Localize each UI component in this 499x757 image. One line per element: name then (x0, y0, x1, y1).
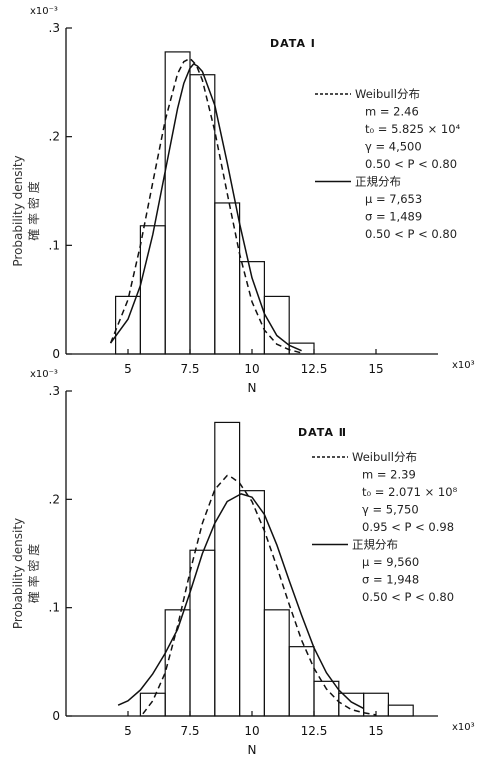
x-tick-label: 7.5 (180, 724, 199, 738)
chart-title: DATA Ⅱ (298, 426, 347, 439)
legend-param: t₀ = 5.825 × 10⁴ (365, 122, 461, 136)
histogram-bar (139, 225, 166, 355)
y-axis-label-jp: 確 率 密 度 (26, 544, 41, 603)
chart-title: DATA Ⅰ (270, 37, 316, 50)
histogram-bar (214, 421, 241, 717)
y-tick-label: 0 (52, 709, 60, 723)
x-tick-label: 15 (368, 362, 383, 376)
chart-panel-1: 0 .1 .2 .3 5 7.5 10 12.5 15 x10⁻³ x10³ N Probability… (11, 6, 475, 395)
normal-curve (109, 63, 302, 352)
y-tick-label: .3 (49, 384, 60, 398)
x-multiplier-label: x10³ (452, 360, 475, 371)
y-multiplier-label: x10⁻³ (30, 369, 58, 380)
legend-param: t₀ = 2.071 × 10⁸ (362, 485, 458, 499)
normal-curve (117, 493, 364, 710)
y-tick-label: 0 (52, 347, 60, 361)
histogram-bar (189, 549, 216, 717)
x-tick-label: 10 (244, 362, 259, 376)
x-tick-label: 12.5 (301, 724, 328, 738)
y-tick-label: .2 (49, 130, 60, 144)
weibull-curve (109, 57, 302, 354)
x-tick-label: 5 (124, 362, 132, 376)
histogram-bar (214, 202, 241, 355)
histogram-bar (313, 680, 340, 717)
histogram-bar (164, 51, 191, 355)
y-tick-label: .2 (49, 492, 60, 506)
legend-param: γ = 4,500 (365, 140, 422, 154)
x-tick-label: 12.5 (301, 362, 328, 376)
histogram-bar (263, 295, 290, 355)
x-tick-label: 10 (244, 724, 259, 738)
x-tick-label: 5 (124, 724, 132, 738)
y-axis-label-jp: 確 率 密 度 (26, 181, 41, 240)
histogram-bar (387, 704, 414, 717)
histogram-bar (338, 692, 365, 717)
legend-param: 0.50 < P < 0.80 (362, 590, 454, 604)
legend-label: Weibull分布 (352, 450, 417, 464)
y-axis-label: Probability density (11, 518, 25, 629)
x-axis-label: N (248, 381, 257, 395)
y-tick-label: .1 (49, 601, 60, 615)
legend-label: 正規分布 (352, 538, 398, 552)
x-axis-label: N (248, 743, 257, 757)
histogram-bar (288, 342, 315, 355)
legend: Weibull分布 m = 2.39 t₀ = 2.071 × 10⁸ γ = 5,7… (312, 450, 458, 604)
legend-param: σ = 1,489 (365, 210, 422, 224)
legend-param: 0.95 < P < 0.98 (362, 520, 454, 534)
y-multiplier-label: x10⁻³ (30, 6, 58, 17)
weibull-curve (142, 474, 377, 716)
y-tick-label: .1 (49, 238, 60, 252)
y-axis-label: Probability density (11, 155, 25, 266)
x-multiplier-label: x10³ (452, 722, 475, 733)
histogram-bar (239, 490, 266, 717)
legend-label: Weibull分布 (355, 87, 420, 101)
legend-label: 正規分布 (355, 175, 401, 189)
legend-param: γ = 5,750 (362, 503, 419, 517)
chart-panel-2: 0 .1 .2 .3 5 7.5 10 12.5 15 x10⁻³ x10³ N Probability… (11, 369, 475, 757)
legend-param: σ = 1,948 (362, 573, 419, 587)
legend-param: 0.50 < P < 0.80 (365, 157, 457, 171)
legend-param: m = 2.39 (362, 468, 416, 482)
x-tick-label: 7.5 (180, 362, 199, 376)
legend-param: μ = 7,653 (365, 192, 422, 206)
legend-param: 0.50 < P < 0.80 (365, 227, 457, 241)
y-tick-label: .3 (49, 21, 60, 35)
x-tick-label: 15 (368, 724, 383, 738)
histogram-bar (288, 646, 315, 717)
histogram-bar (263, 609, 290, 717)
legend-param: m = 2.46 (365, 105, 419, 119)
legend: Weibull分布 m = 2.46 t₀ = 5.825 × 10⁴ γ = 4,5… (315, 87, 461, 241)
histogram-bar (114, 295, 141, 355)
legend-param: μ = 9,560 (362, 555, 419, 569)
